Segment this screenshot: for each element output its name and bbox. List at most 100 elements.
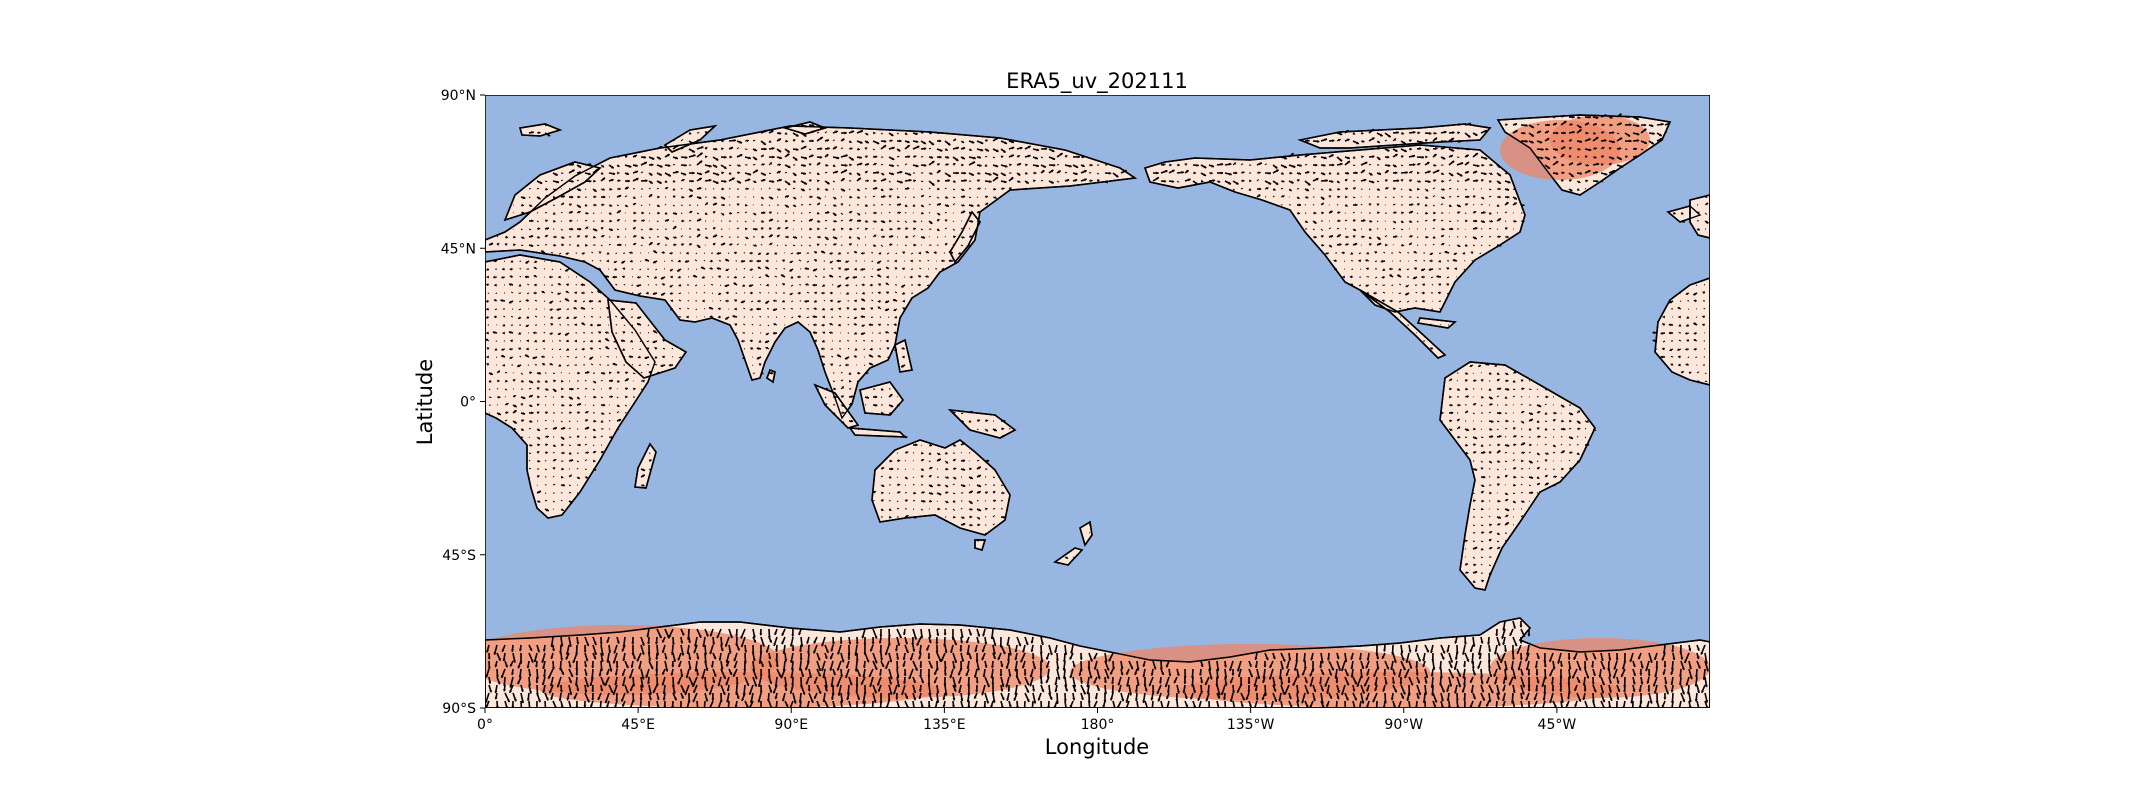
wind-arrowhead: [1082, 164, 1085, 168]
wind-arrowhead: [837, 284, 841, 288]
wind-arrow: [752, 139, 756, 142]
wind-arrowhead: [552, 211, 556, 215]
wind-arrowhead: [1017, 155, 1020, 158]
wind-arrowhead: [897, 148, 901, 152]
wind-arrow: [870, 275, 874, 278]
wind-arrowhead: [509, 356, 513, 360]
wind-arrowhead: [816, 172, 820, 175]
wind-arrow: [1472, 372, 1474, 374]
wind-arrowhead: [561, 235, 565, 239]
wind-arrowhead: [890, 133, 894, 136]
wind-arrowhead: [1284, 156, 1287, 160]
wind-arrowhead: [501, 347, 504, 351]
wind-arrowhead: [1437, 291, 1441, 295]
wind-arrowhead: [725, 258, 728, 262]
wind-arrowhead: [1483, 211, 1486, 215]
wind-arrowhead: [617, 171, 620, 175]
wind-arrowhead: [1498, 218, 1501, 222]
wind-arrowhead: [689, 210, 693, 214]
wind-arrowhead: [865, 155, 868, 159]
wind-arrowhead: [864, 147, 868, 150]
wind-arrowhead: [669, 284, 673, 288]
wind-arrowhead: [1432, 219, 1436, 222]
wind-arrowhead: [819, 155, 823, 159]
wind-arrow: [926, 284, 930, 287]
wind-arrowhead: [802, 188, 805, 192]
wind-arrowhead: [581, 251, 585, 255]
wind-arrowhead: [789, 292, 793, 296]
wind-arrow: [592, 444, 595, 447]
wind-arrowhead: [1386, 155, 1390, 159]
wind-arrowhead: [915, 164, 919, 168]
wind-arrowhead: [883, 178, 887, 182]
wind-arrowhead: [858, 219, 862, 223]
wind-arrow: [640, 244, 643, 247]
wind-arrowhead: [1417, 187, 1420, 191]
wind-arrowhead: [1075, 165, 1079, 168]
wind-arrowhead: [995, 177, 999, 180]
wind-arrowhead: [1196, 163, 1199, 167]
wind-arrowhead: [1413, 276, 1416, 280]
wind-arrowhead: [667, 154, 670, 157]
wind-arrowhead: [552, 195, 556, 199]
wind-arrowhead: [1356, 141, 1359, 145]
wind-arrowhead: [1594, 123, 1597, 126]
wind-arrowhead: [857, 188, 860, 191]
wind-arrow: [1568, 427, 1572, 430]
wind-arrowhead: [713, 196, 717, 199]
wind-arrowhead: [586, 211, 589, 215]
wind-arrowhead: [878, 323, 881, 327]
wind-arrowhead: [1594, 147, 1597, 151]
wind-arrow: [1472, 540, 1475, 543]
wind-arrowhead: [1064, 155, 1068, 158]
wind-arrow: [575, 356, 578, 359]
wind-arrowhead: [1588, 148, 1592, 152]
wind-arrowhead: [889, 243, 893, 247]
wind-arrowhead: [1362, 139, 1365, 143]
wind-arrow: [1320, 228, 1324, 231]
wind-arrowhead: [1678, 323, 1682, 327]
wind-arrowhead: [1484, 156, 1488, 160]
wind-arrow: [664, 203, 667, 206]
wind-arrowhead: [665, 187, 669, 190]
wind-arrow: [1480, 516, 1483, 519]
wind-arrowhead: [796, 251, 799, 255]
wind-arrowhead: [660, 276, 664, 280]
wind-arrow: [800, 244, 803, 247]
wind-arrowhead: [1385, 243, 1388, 247]
wind-arrowhead: [646, 291, 649, 295]
wind-arrow: [831, 316, 834, 318]
wind-arrow: [1472, 508, 1476, 511]
wind-arrow: [1358, 284, 1362, 287]
wind-arrow: [598, 347, 602, 350]
wind-arrowhead: [608, 212, 612, 215]
wind-arrowhead: [1268, 171, 1271, 175]
wind-arrowhead: [1569, 179, 1572, 183]
wind-arrow: [1520, 395, 1523, 398]
wind-arrowhead: [500, 299, 503, 303]
wind-arrow: [1406, 268, 1410, 271]
wind-arrowhead: [849, 172, 852, 175]
wind-arrow: [806, 291, 810, 294]
wind-arrowhead: [803, 164, 806, 167]
wind-arrowhead: [1539, 140, 1543, 144]
wind-arrowhead: [1235, 181, 1239, 185]
wind-arrowhead: [521, 211, 525, 215]
wind-arrowhead: [772, 331, 776, 335]
wind-arrowhead: [817, 187, 820, 191]
wind-arrowhead: [1177, 163, 1180, 167]
wind-arrowhead: [786, 204, 789, 208]
wind-arrowhead: [1547, 123, 1550, 127]
wind-arrowhead: [1498, 235, 1501, 239]
wind-arrowhead: [768, 227, 772, 231]
wind-arrowhead: [891, 172, 894, 176]
wind-arrow: [1528, 467, 1531, 470]
wind-arrow: [783, 268, 786, 270]
wind-arrow: [1374, 260, 1378, 263]
wind-arrow: [678, 307, 682, 310]
wind-arrowhead: [817, 227, 820, 231]
wind-arrow: [552, 451, 555, 454]
wind-arrowhead: [714, 202, 717, 206]
wind-arrowhead: [718, 292, 721, 295]
wind-arrowhead: [1563, 121, 1567, 124]
